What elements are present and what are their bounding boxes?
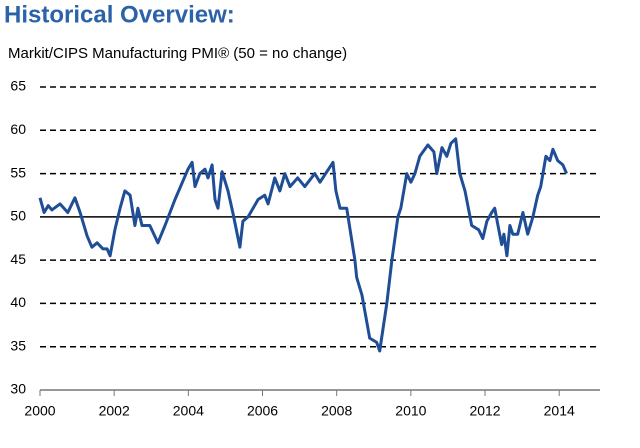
x-tick-label: 2002 [99, 403, 130, 419]
y-tick-label: 30 [10, 381, 26, 397]
x-tick-label: 2004 [173, 403, 204, 419]
y-tick-label: 50 [10, 208, 26, 224]
y-tick-label: 55 [10, 164, 26, 180]
y-tick-label: 45 [10, 251, 26, 267]
x-tick-label: 2012 [469, 403, 500, 419]
chart-title: Historical Overview: [4, 1, 235, 28]
y-tick-label: 65 [10, 78, 26, 94]
x-tick-label: 2000 [24, 403, 55, 419]
y-tick-label: 35 [10, 337, 26, 353]
y-tick-label: 60 [10, 121, 26, 137]
y-tick-label: 40 [10, 294, 26, 310]
chart-subtitle: Markit/CIPS Manufacturing PMI® (50 = no … [8, 45, 347, 62]
x-tick-label: 2010 [395, 403, 426, 419]
x-tick-label: 2006 [247, 403, 278, 419]
x-tick-label: 2014 [544, 403, 575, 419]
x-tick-label: 2008 [321, 403, 352, 419]
data-line [38, 137, 568, 353]
